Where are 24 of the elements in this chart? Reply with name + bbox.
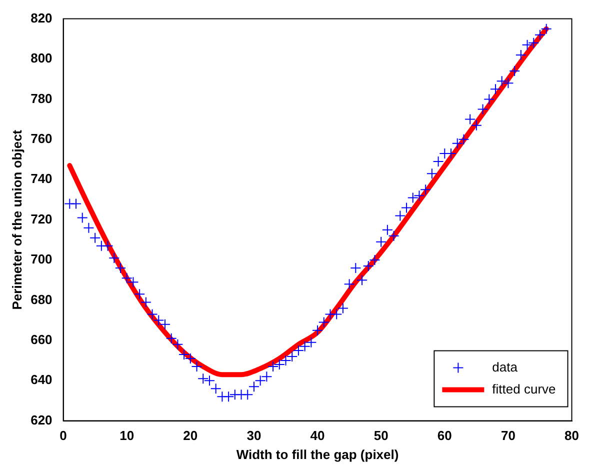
x-tick-label: 70 [500, 428, 516, 444]
y-tick-label: 740 [30, 171, 52, 186]
y-tick-label: 760 [30, 130, 52, 146]
y-tick-label: 820 [30, 10, 52, 26]
y-tick-label: 780 [30, 90, 52, 106]
x-axis-title: Width to fill the gap (pixel) [236, 446, 399, 462]
x-tick-label: 40 [310, 428, 325, 444]
x-tick-label: 50 [374, 428, 388, 444]
legend-label: data [492, 359, 518, 374]
y-tick-label: 660 [30, 332, 52, 347]
y-tick-label: 640 [30, 372, 52, 388]
x-tick-label: 80 [564, 428, 580, 444]
y-tick-label: 620 [30, 412, 52, 428]
x-tick-label: 60 [437, 428, 452, 444]
y-tick-label: 680 [30, 292, 52, 307]
y-tick-label: 720 [30, 211, 52, 226]
x-tick-label: 0 [60, 428, 67, 444]
y-axis-title: Perimeter of the union object [9, 129, 24, 310]
y-tick-label: 800 [30, 50, 52, 66]
x-tick-label: 20 [183, 428, 198, 444]
legend-label: fitted curve [492, 381, 556, 396]
x-tick-label: 10 [120, 428, 134, 444]
y-tick-label: 700 [30, 252, 52, 267]
x-tick-label: 30 [246, 428, 262, 444]
